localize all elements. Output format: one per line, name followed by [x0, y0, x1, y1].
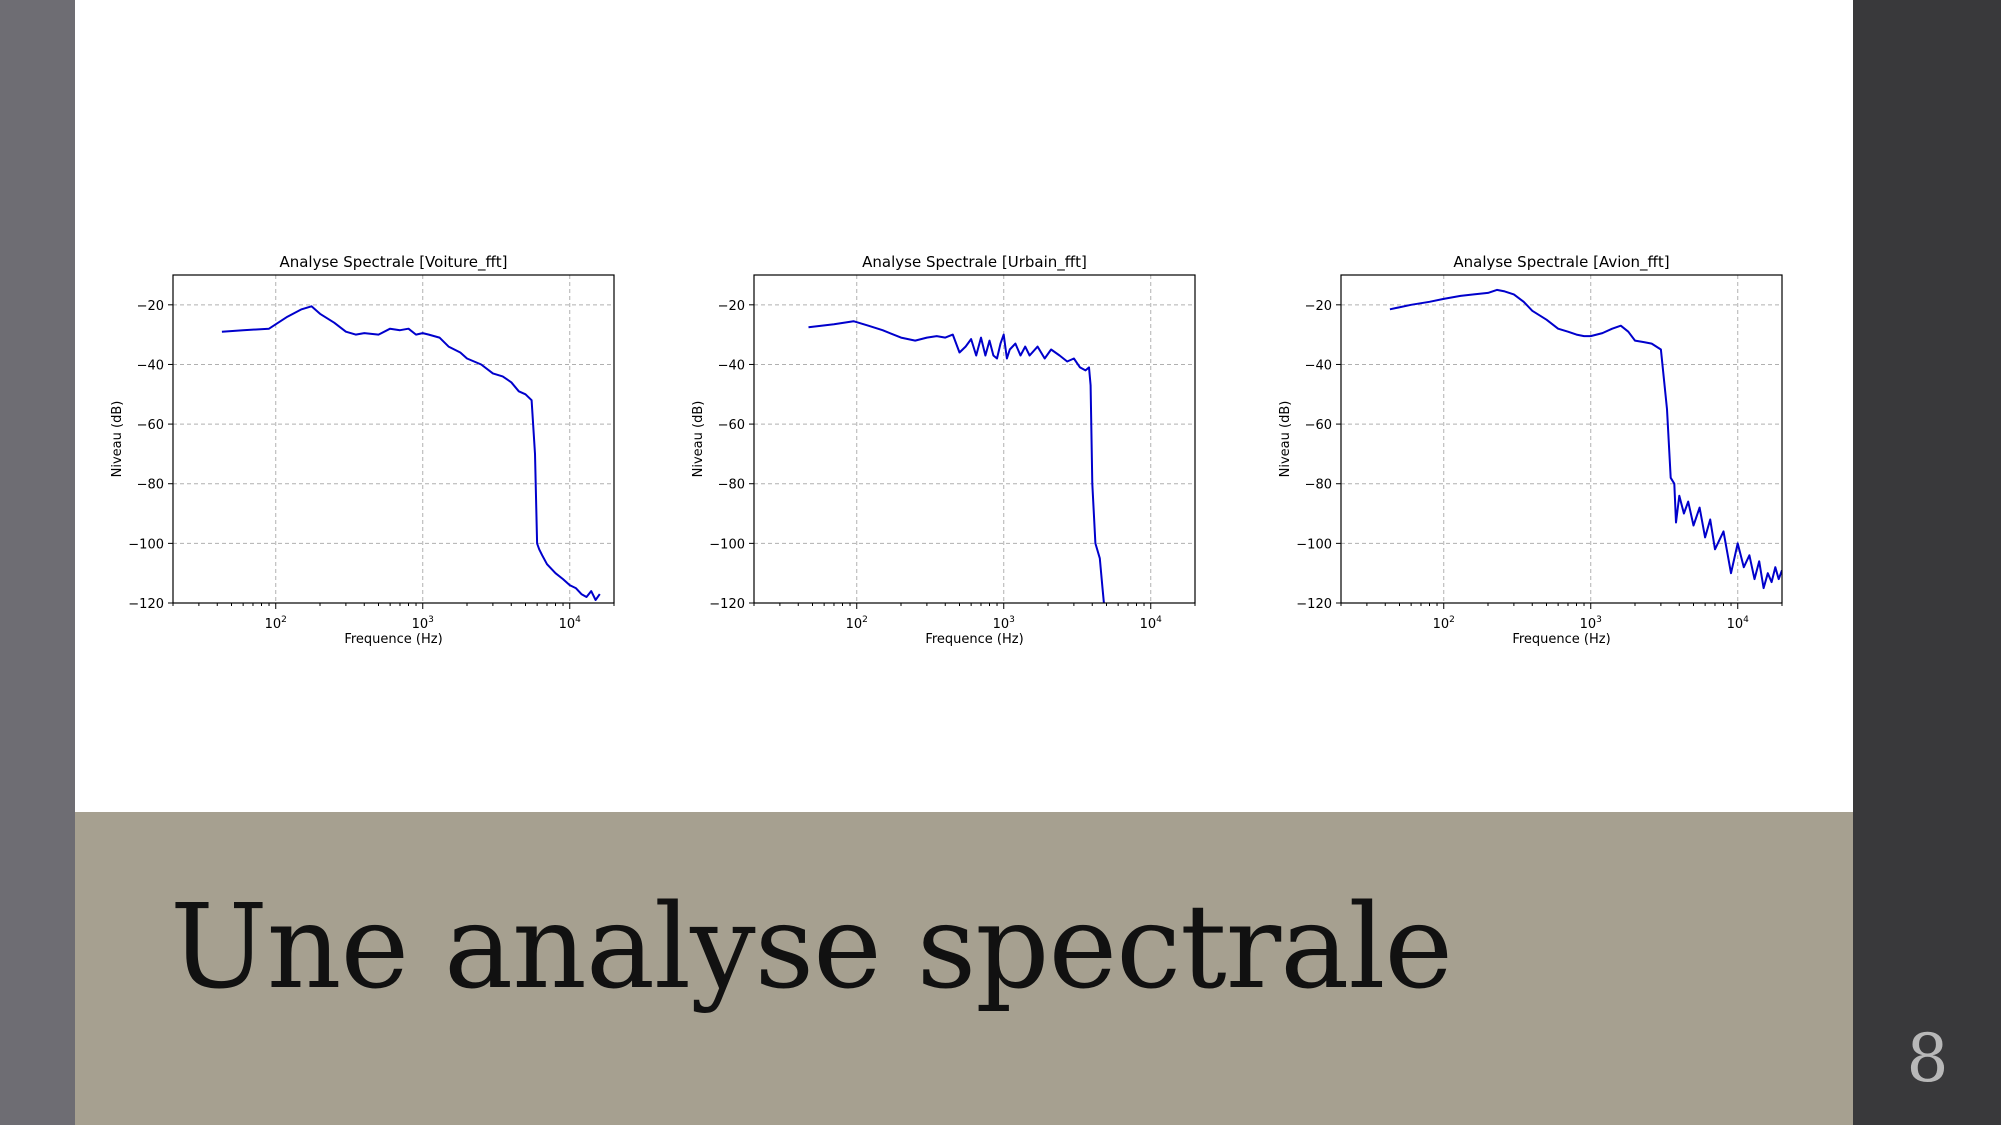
- y-tick-label: −20: [718, 299, 745, 314]
- y-tick-label: −40: [1305, 358, 1332, 373]
- x-tick-label: 104: [559, 615, 582, 632]
- title-band: [75, 812, 1853, 1125]
- y-axis-label: Niveau (dB): [110, 401, 125, 478]
- x-tick-label: 104: [1727, 615, 1750, 632]
- y-tick-label: −40: [718, 358, 745, 373]
- right-frame-band: [1853, 0, 2001, 1125]
- y-tick-label: −100: [709, 537, 745, 552]
- chart-title: Analyse Spectrale [Urbain_fft]: [862, 253, 1087, 272]
- x-axis-label: Frequence (Hz): [344, 632, 442, 647]
- chart-title: Analyse Spectrale [Avion_fft]: [1453, 253, 1669, 272]
- x-tick-label: 103: [412, 615, 434, 632]
- y-tick-label: −60: [137, 418, 164, 433]
- y-tick-label: −120: [709, 597, 745, 612]
- y-tick-label: −80: [1305, 478, 1332, 493]
- chart-urbain-fft: Analyse Spectrale [Urbain_fft] −20 −40 −60 −…: [691, 253, 1196, 647]
- y-tick-label: −60: [1305, 418, 1332, 433]
- page-number: 8: [1906, 1020, 1949, 1097]
- y-tick-label: −80: [718, 478, 745, 493]
- series-line: [808, 320, 1105, 603]
- y-tick-label: −20: [1305, 299, 1332, 314]
- x-tick-label: 102: [1433, 615, 1455, 632]
- x-axis-label: Frequence (Hz): [1512, 632, 1610, 647]
- x-tick-label: 102: [265, 615, 287, 632]
- plot-frame: [1340, 274, 1783, 604]
- y-axis-label: Niveau (dB): [1278, 401, 1293, 478]
- x-tick-label: 102: [846, 615, 868, 632]
- y-tick-label: −100: [128, 537, 164, 552]
- y-tick-label: −120: [128, 597, 164, 612]
- chart-avion-fft: Analyse Spectrale [Avion_fft] −20 −40 −60 −8…: [1278, 253, 1783, 647]
- plot-frame: [753, 274, 1196, 604]
- plot-frame: [172, 274, 615, 604]
- x-tick-label: 104: [1140, 615, 1163, 632]
- chart-title: Analyse Spectrale [Voiture_fft]: [279, 253, 507, 272]
- slide-title: Une analyse spectrale: [170, 880, 1453, 1015]
- y-tick-label: −120: [1296, 597, 1332, 612]
- chart-voiture-fft: Analyse Spectrale [Voiture_fft] −20 −40 −60…: [110, 253, 615, 647]
- x-tick-label: 103: [1580, 615, 1602, 632]
- series-line: [1389, 288, 1782, 590]
- series-line: [221, 305, 601, 601]
- y-tick-label: −100: [1296, 537, 1332, 552]
- x-tick-label: 103: [993, 615, 1015, 632]
- left-frame-band: [0, 0, 75, 1125]
- y-tick-label: −40: [137, 358, 164, 373]
- x-axis-label: Frequence (Hz): [925, 632, 1023, 647]
- y-tick-label: −80: [137, 478, 164, 493]
- y-axis-label: Niveau (dB): [691, 401, 706, 478]
- slide-content-area: [75, 0, 1853, 812]
- y-tick-label: −20: [137, 299, 164, 314]
- y-tick-label: −60: [718, 418, 745, 433]
